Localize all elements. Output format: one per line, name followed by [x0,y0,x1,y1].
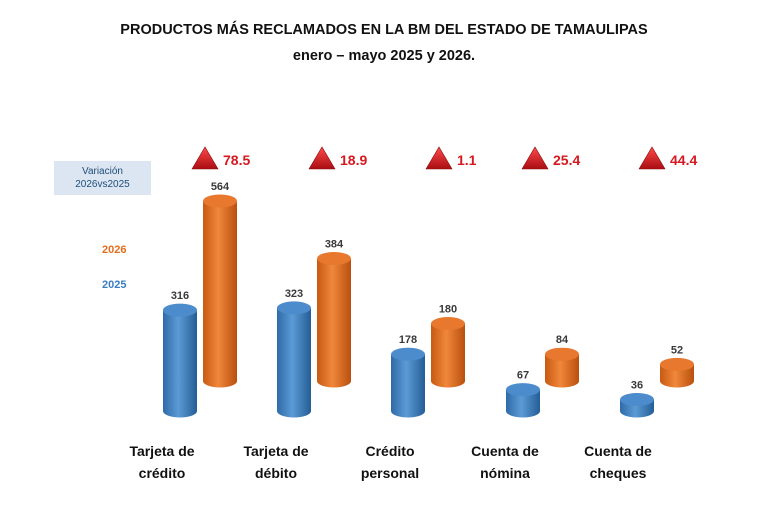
bar-2026-body [431,323,465,388]
bar-2026-body [203,201,237,388]
data-label-2026: 384 [325,238,344,250]
bar-2025-body [277,307,311,418]
variation-value: 44.4 [670,152,697,168]
data-label-2026: 564 [211,181,230,193]
triangle-up-icon [638,146,666,170]
chart-subtitle: enero – mayo 2025 y 2026. [292,48,476,64]
category-label-line2: nómina [480,465,530,481]
variation-value: 1.1 [457,152,477,168]
bar-2025-top [277,301,311,315]
bar-2026-body [317,258,351,388]
bar-2026-top [545,347,579,361]
data-label-2025: 316 [171,290,189,302]
bar-2026-top [431,317,465,331]
data-label-2025: 178 [399,334,417,346]
bar-2026-body [545,354,579,388]
category-label-line1: Crédito [366,443,415,459]
variation-value: 18.9 [340,152,367,168]
category-label-line2: personal [361,465,419,481]
bar-2026-body [660,364,694,388]
triangle-up-icon [521,146,549,170]
bar-2025-body [163,310,197,418]
bar-2026-top [660,357,694,371]
triangle-up-icon [308,146,336,170]
bar-2025-top [620,393,654,407]
bar-2025-top [391,347,425,361]
category-label-line1: Tarjeta de [243,443,308,459]
variation-label: Variación [82,166,123,177]
legend-2025: 2025 [102,279,127,291]
data-label-2025: 36 [631,380,643,392]
bar-2025-body [391,354,425,418]
variation-legend-box: Variación 2026vs2025 [54,161,151,195]
bar-2026-top [203,194,237,208]
triangle-up-icon [191,146,219,170]
bar-2025-top [506,383,540,397]
bar-2025-body [506,389,540,418]
legend-2026: 2026 [102,244,127,256]
variation-value: 25.4 [553,152,580,168]
bar-2025-top [163,303,197,317]
category-label-line2: cheques [590,465,647,481]
category-label-line1: Cuenta de [584,443,652,459]
data-label-2026: 84 [556,334,569,346]
data-label-2025: 67 [517,370,529,382]
category-label-line1: Cuenta de [471,443,539,459]
triangle-up-icon [425,146,453,170]
data-label-2026: 52 [671,344,683,356]
variation-value: 78.5 [223,152,250,168]
data-label-2026: 180 [439,304,457,316]
chart-title: PRODUCTOS MÁS RECLAMADOS EN LA BM DEL ES… [120,22,648,38]
data-label-2025: 323 [285,288,303,300]
category-label-line2: crédito [139,465,186,481]
category-label-line1: Tarjeta de [129,443,194,459]
bar-2026-top [317,251,351,265]
category-label-line2: débito [255,465,297,481]
variation-period-label: 2026vs2025 [75,179,130,190]
